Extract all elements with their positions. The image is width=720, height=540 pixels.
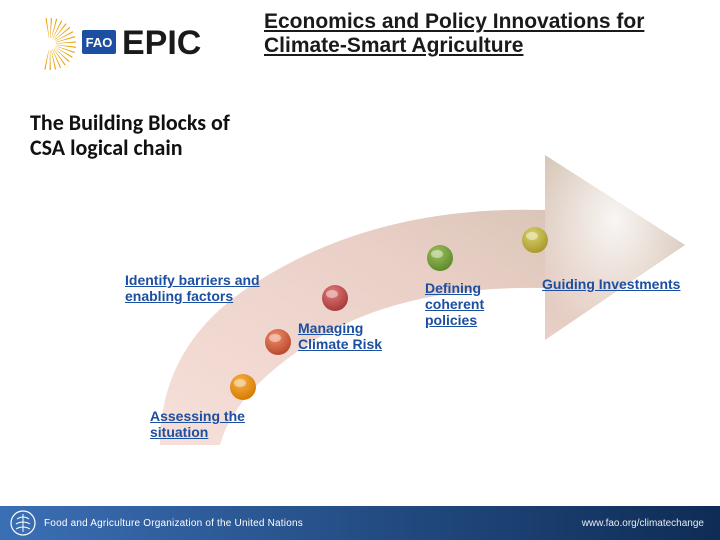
step-label-guiding: Guiding Investments [542, 276, 702, 292]
sun-icon [44, 18, 76, 70]
epic-word: EPIC [122, 24, 201, 62]
epic-logo-svg: FAO EPIC [20, 10, 250, 74]
arrow-head-highlight [545, 155, 685, 340]
fao-emblem-icon [10, 510, 36, 536]
step-dot-defining [427, 245, 453, 271]
slide: FAO EPIC Economics and Policy Innovation… [0, 0, 720, 540]
step-dot-assessing [230, 374, 256, 400]
footer-left: Food and Agriculture Organization of the… [10, 510, 303, 536]
epic-logo: FAO EPIC [20, 10, 250, 79]
subtitle: The Building Blocks of CSA logical chain [30, 110, 260, 161]
step-dot-managing [322, 285, 348, 311]
step-label-identify: Identify barriers and enabling factors [125, 272, 270, 304]
page-title: Economics and Policy Innovations for Cli… [264, 10, 700, 58]
footer-url: www.fao.org/climatechange [582, 518, 704, 529]
header: FAO EPIC Economics and Policy Innovation… [20, 10, 700, 79]
step-dot-identify [265, 329, 291, 355]
step-label-defining: Defining coherent policies [425, 280, 535, 328]
footer-org-text: Food and Agriculture Organization of the… [44, 518, 303, 529]
step-label-assessing: Assessing the situation [150, 408, 260, 440]
footer-bar: Food and Agriculture Organization of the… [0, 506, 720, 540]
step-label-managing: Managing Climate Risk [298, 320, 408, 352]
title-block: Economics and Policy Innovations for Cli… [264, 10, 700, 58]
step-dot-guiding [522, 227, 548, 253]
fao-text: FAO [86, 35, 113, 50]
